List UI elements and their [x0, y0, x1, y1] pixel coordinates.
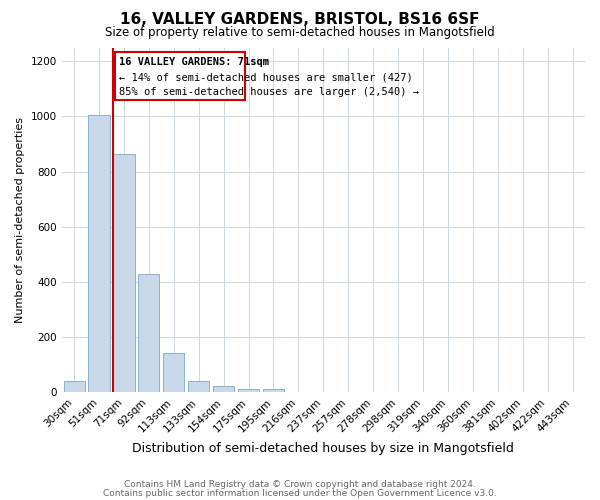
Text: Contains HM Land Registry data © Crown copyright and database right 2024.: Contains HM Land Registry data © Crown c…: [124, 480, 476, 489]
Bar: [163, 352, 184, 392]
Bar: [263, 389, 284, 392]
Bar: [113, 154, 134, 392]
Text: 85% of semi-detached houses are larger (2,540) →: 85% of semi-detached houses are larger (…: [119, 88, 419, 98]
Text: 16, VALLEY GARDENS, BRISTOL, BS16 6SF: 16, VALLEY GARDENS, BRISTOL, BS16 6SF: [120, 12, 480, 28]
Y-axis label: Number of semi-detached properties: Number of semi-detached properties: [15, 116, 25, 322]
Bar: [64, 381, 85, 392]
Bar: [188, 381, 209, 392]
Bar: [138, 274, 160, 392]
FancyBboxPatch shape: [115, 52, 245, 100]
Text: 16 VALLEY GARDENS: 71sqm: 16 VALLEY GARDENS: 71sqm: [119, 57, 269, 67]
Bar: [213, 386, 234, 392]
Text: Contains public sector information licensed under the Open Government Licence v3: Contains public sector information licen…: [103, 488, 497, 498]
Bar: [238, 388, 259, 392]
Text: Size of property relative to semi-detached houses in Mangotsfield: Size of property relative to semi-detach…: [105, 26, 495, 39]
Text: ← 14% of semi-detached houses are smaller (427): ← 14% of semi-detached houses are smalle…: [119, 72, 413, 83]
X-axis label: Distribution of semi-detached houses by size in Mangotsfield: Distribution of semi-detached houses by …: [133, 442, 514, 455]
Bar: [88, 115, 110, 392]
